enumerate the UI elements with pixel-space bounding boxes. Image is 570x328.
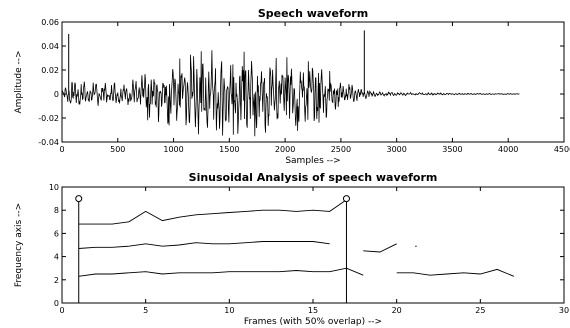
waveform-line <box>61 50 520 137</box>
x-tick-label: 1000 <box>163 145 183 154</box>
y-tick-label: 4 <box>54 253 59 262</box>
y-tick-label: 8 <box>54 206 59 215</box>
chart-title: Sinusoidal Analysis of speech waveform <box>189 171 438 184</box>
y-tick-label: 0.04 <box>41 42 59 51</box>
x-tick-label: 2500 <box>331 145 351 154</box>
y-axis-label: Frequency axis --> <box>14 203 24 287</box>
y-tick-label: 2 <box>54 276 59 285</box>
y-axis-ticks: 0 2 4 6 8 10 <box>49 183 564 308</box>
x-axis-label: Samples --> <box>285 156 340 166</box>
x-tick-label: 15 <box>308 306 318 315</box>
x-tick-label: 25 <box>475 306 485 315</box>
y-tick-label: 0.06 <box>41 18 59 27</box>
y-tick-label: 10 <box>49 183 59 192</box>
x-tick-label: 0 <box>59 306 64 315</box>
frequency-track-line <box>78 241 330 249</box>
x-tick-label: 500 <box>110 145 125 154</box>
frequency-track-line <box>363 243 397 253</box>
sinusoidal-analysis-chart: Sinusoidal Analysis of speech waveform 0… <box>14 171 569 327</box>
x-tick-label: 5 <box>143 306 148 315</box>
x-axis-ticks: 0 5 10 15 20 25 30 <box>59 187 569 315</box>
y-tick-label: -0.04 <box>38 138 59 147</box>
x-tick-label: 4500 <box>554 145 570 154</box>
x-tick-label: 30 <box>559 306 569 315</box>
x-axis-label: Frames (with 50% overlap) --> <box>244 317 382 327</box>
y-axis-ticks: -0.04 -0.02 0 0.02 0.04 0.06 <box>38 18 564 147</box>
x-tick-label: 1500 <box>219 145 239 154</box>
y-tick-label: 0 <box>54 299 59 308</box>
stem-marker <box>75 195 83 203</box>
y-tick-label: 6 <box>54 229 59 238</box>
y-tick-label: 0.02 <box>41 66 59 75</box>
frequency-track-line <box>78 267 364 277</box>
speech-waveform-chart: Speech waveform 0 500 1000 1500 2000 2500 3000… <box>14 7 570 166</box>
plot-marks <box>61 30 520 137</box>
x-tick-label: 20 <box>392 306 402 315</box>
y-tick-label: 0 <box>54 90 59 99</box>
x-tick-label: 3500 <box>442 145 462 154</box>
frequency-track-line <box>78 199 347 225</box>
x-tick-label: 3000 <box>386 145 406 154</box>
stem-marker <box>342 195 350 203</box>
x-axis-ticks: 0 500 1000 1500 2000 2500 3000 3500 4000 4500 <box>59 22 570 154</box>
chart-title: Speech waveform <box>258 7 368 20</box>
x-tick-label: 2000 <box>275 145 295 154</box>
x-tick-label: 4000 <box>498 145 518 154</box>
plot-marks <box>75 195 514 303</box>
frequency-track-line <box>396 268 514 277</box>
y-axis-label: Amplitude --> <box>14 50 24 113</box>
x-tick-label: 10 <box>224 306 234 315</box>
x-tick-label: 0 <box>59 145 64 154</box>
y-tick-label: -0.02 <box>38 114 59 123</box>
plot-frame <box>61 21 565 143</box>
